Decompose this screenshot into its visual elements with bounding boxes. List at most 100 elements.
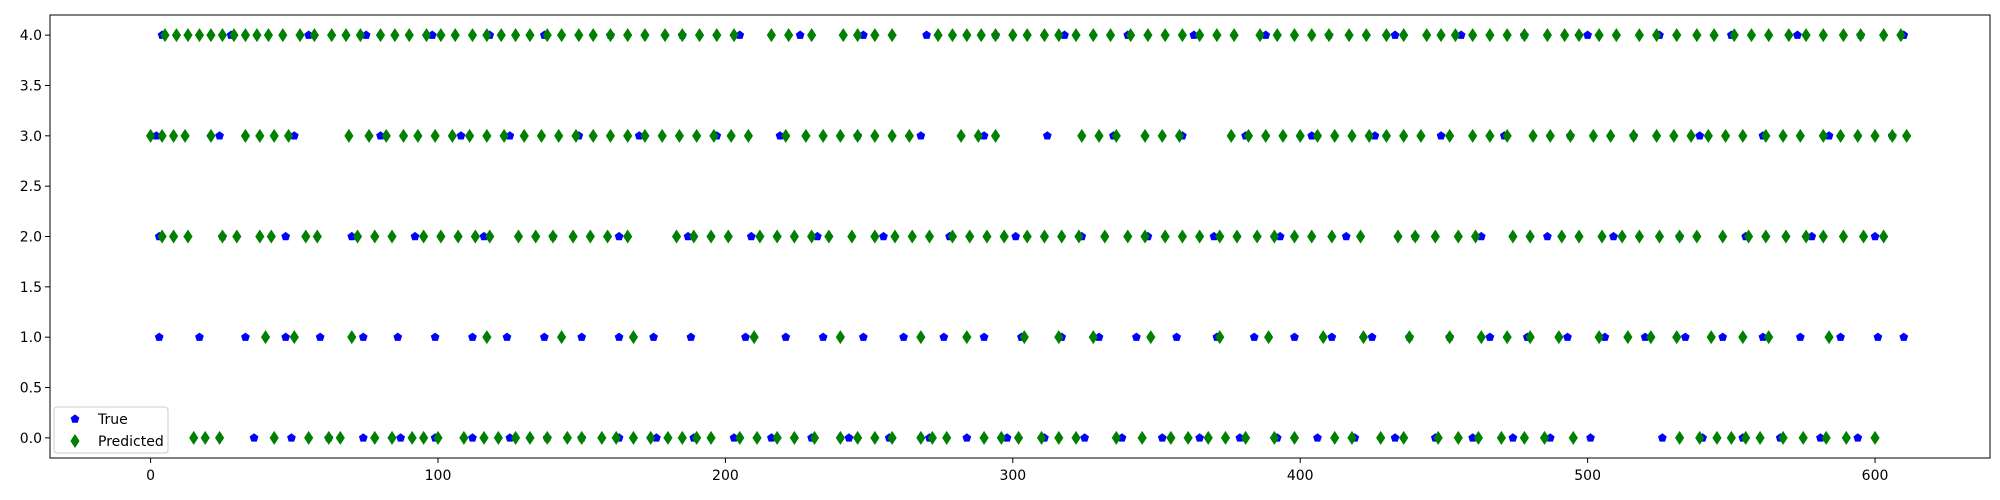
data-point-predicted (157, 229, 167, 244)
data-point-predicted (1764, 28, 1774, 43)
data-point-predicted (692, 430, 702, 445)
data-point-predicted (1858, 229, 1869, 244)
data-point-predicted (924, 229, 935, 244)
data-point-predicted (1416, 128, 1426, 143)
data-point-predicted (419, 229, 429, 244)
data-point-predicted (1399, 128, 1409, 143)
data-point-predicted (206, 128, 216, 143)
data-point-true (479, 231, 489, 241)
data-point-predicted (577, 430, 587, 445)
data-point-predicted (364, 128, 374, 143)
data-point-predicted (602, 229, 613, 244)
data-point-predicted (479, 430, 489, 445)
data-point-predicted (772, 430, 782, 445)
data-point-predicted (1140, 229, 1150, 244)
data-point-predicted (1453, 229, 1463, 244)
data-point-predicted (1039, 28, 1050, 43)
data-point-predicted (341, 28, 351, 43)
data-point-predicted (1574, 28, 1584, 43)
y-tick-label: 3.0 (20, 129, 42, 145)
data-point-predicted (180, 128, 190, 143)
data-point-predicted (887, 430, 897, 445)
data-point-predicted (1669, 128, 1679, 143)
data-point-predicted (1399, 430, 1409, 445)
data-point-predicted (1761, 128, 1771, 143)
data-point-true (1485, 332, 1495, 341)
data-point-predicted (623, 28, 633, 43)
data-point-predicted (542, 28, 552, 43)
data-point-predicted (1241, 430, 1251, 445)
data-point-true (795, 30, 805, 39)
data-point-predicted (1634, 28, 1644, 43)
data-point-predicted (1295, 128, 1305, 143)
data-point-true (1680, 332, 1690, 341)
data-point-predicted (419, 430, 429, 445)
data-point-predicted (1597, 229, 1607, 244)
data-point-predicted (755, 229, 765, 244)
data-point-predicted (1126, 28, 1136, 43)
data-point-predicted (1160, 229, 1170, 244)
data-point-predicted (1381, 28, 1392, 43)
data-point-true (813, 231, 822, 241)
data-point-predicted (1215, 330, 1225, 345)
data-point-predicted (1887, 128, 1897, 143)
data-point-true (281, 231, 291, 241)
data-point-predicted (1157, 128, 1167, 143)
data-point-predicted (1140, 128, 1150, 143)
data-point-predicted (870, 28, 880, 43)
x-axis: 0 100 200 300 400 500 600 (146, 458, 1888, 484)
y-tick-label: 0.5 (20, 381, 42, 397)
data-point-predicted (1252, 229, 1262, 244)
data-point-predicted (1473, 430, 1484, 445)
data-point-predicted (979, 430, 989, 445)
data-point-predicted (766, 28, 776, 43)
data-point-predicted (1445, 128, 1455, 143)
data-point-predicted (1654, 229, 1665, 244)
data-point-predicted (1634, 229, 1644, 244)
data-point-predicted (752, 430, 762, 445)
data-point-true (1545, 433, 1555, 442)
data-point-true (1853, 433, 1863, 442)
data-point-true (1543, 231, 1552, 241)
data-point-true (683, 231, 693, 241)
data-point-predicted (1818, 229, 1828, 244)
data-point-predicted (370, 430, 380, 445)
data-point-predicted (1212, 28, 1222, 43)
data-point-predicted (1436, 28, 1446, 43)
data-point-predicted (1312, 128, 1323, 143)
data-point-true (1609, 231, 1618, 241)
data-point-predicted (1784, 28, 1794, 43)
data-point-true (1080, 433, 1090, 442)
data-point-true (1456, 30, 1466, 39)
data-point-predicted (467, 28, 478, 43)
data-point-predicted (499, 128, 509, 143)
data-point-predicted (531, 229, 541, 244)
data-point-true (614, 332, 624, 341)
data-point-predicted (853, 28, 863, 43)
data-point-true (195, 332, 204, 341)
data-point-predicted (1502, 128, 1512, 143)
data-point-predicted (436, 28, 446, 43)
data-point-predicted (1741, 430, 1751, 445)
data-point-predicted (1318, 330, 1328, 345)
data-point-predicted (1781, 229, 1791, 244)
data-point-true (741, 332, 750, 341)
data-point-predicted (459, 430, 469, 445)
data-point-predicted (1146, 330, 1156, 345)
data-point-predicted (982, 229, 992, 244)
data-point-true (818, 332, 828, 341)
data-point-predicted (447, 128, 457, 143)
data-point-predicted (772, 229, 782, 244)
data-point-predicted (1525, 330, 1535, 345)
data-point-true (289, 131, 299, 140)
y-tick-label: 2.5 (20, 179, 42, 195)
data-point-true (1793, 30, 1802, 39)
data-point-predicted (870, 128, 880, 143)
data-point-true (1060, 30, 1069, 39)
data-point-predicted (973, 128, 983, 143)
data-point-predicted (847, 229, 857, 244)
data-point-predicted (295, 28, 305, 43)
data-point-predicted (1289, 430, 1300, 445)
data-point-predicted (1269, 229, 1279, 244)
data-point-predicted (309, 28, 320, 43)
